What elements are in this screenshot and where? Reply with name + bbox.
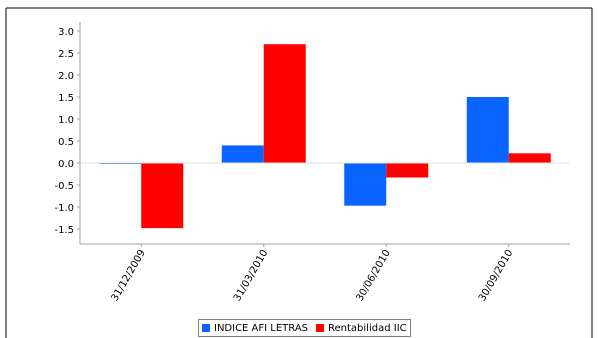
x-tick-label: 30/09/2010 xyxy=(477,248,515,303)
x-tick-label: 31/03/2010 xyxy=(232,248,270,303)
legend-item-rentabilidad: Rentabilidad IIC xyxy=(316,323,407,334)
y-tick-label: 1.0 xyxy=(58,115,74,126)
y-tick-label: 2.5 xyxy=(58,49,74,60)
bar-rentabilidad-iic xyxy=(508,153,551,163)
legend-label-indice: INDICE AFI LETRAS xyxy=(214,322,309,334)
y-tick-label: 1.5 xyxy=(58,93,74,104)
legend-item-indice: INDICE AFI LETRAS xyxy=(202,323,308,334)
bar-rentabilidad-iic xyxy=(386,163,429,178)
bar-indice-afi-letras xyxy=(466,97,509,163)
bar-rentabilidad-iic xyxy=(263,44,306,164)
legend-label-rentabilidad: Rentabilidad IIC xyxy=(328,322,407,334)
y-tick-label: -0.5 xyxy=(54,181,74,192)
y-tick-label: 2.0 xyxy=(58,71,74,82)
x-axis: 31/12/2009 31/03/2010 30/06/2010 30/09/2010 xyxy=(110,244,515,303)
y-tick-label: -1.0 xyxy=(54,203,74,214)
bars-group xyxy=(99,44,551,229)
y-tick-label: -1.5 xyxy=(54,225,74,236)
x-tick-label: 31/12/2009 xyxy=(110,248,148,303)
y-tick-label: 3.0 xyxy=(58,27,74,38)
y-axis: 3.0 2.5 2.0 1.5 1.0 0.5 0.0 -0.5 -1.0 -1.5 xyxy=(54,27,80,236)
x-tick-label: 30/06/2010 xyxy=(355,248,393,303)
bar-rentabilidad-iic xyxy=(141,163,184,229)
legend: INDICE AFI LETRAS Rentabilidad IIC xyxy=(198,319,411,337)
y-tick-label: 0.5 xyxy=(58,137,74,148)
y-tick-label: 0.0 xyxy=(58,159,74,170)
bar-indice-afi-letras xyxy=(221,145,264,163)
legend-swatch-indice xyxy=(202,324,210,332)
bar-indice-afi-letras xyxy=(344,163,387,206)
legend-swatch-rentabilidad xyxy=(316,324,325,332)
